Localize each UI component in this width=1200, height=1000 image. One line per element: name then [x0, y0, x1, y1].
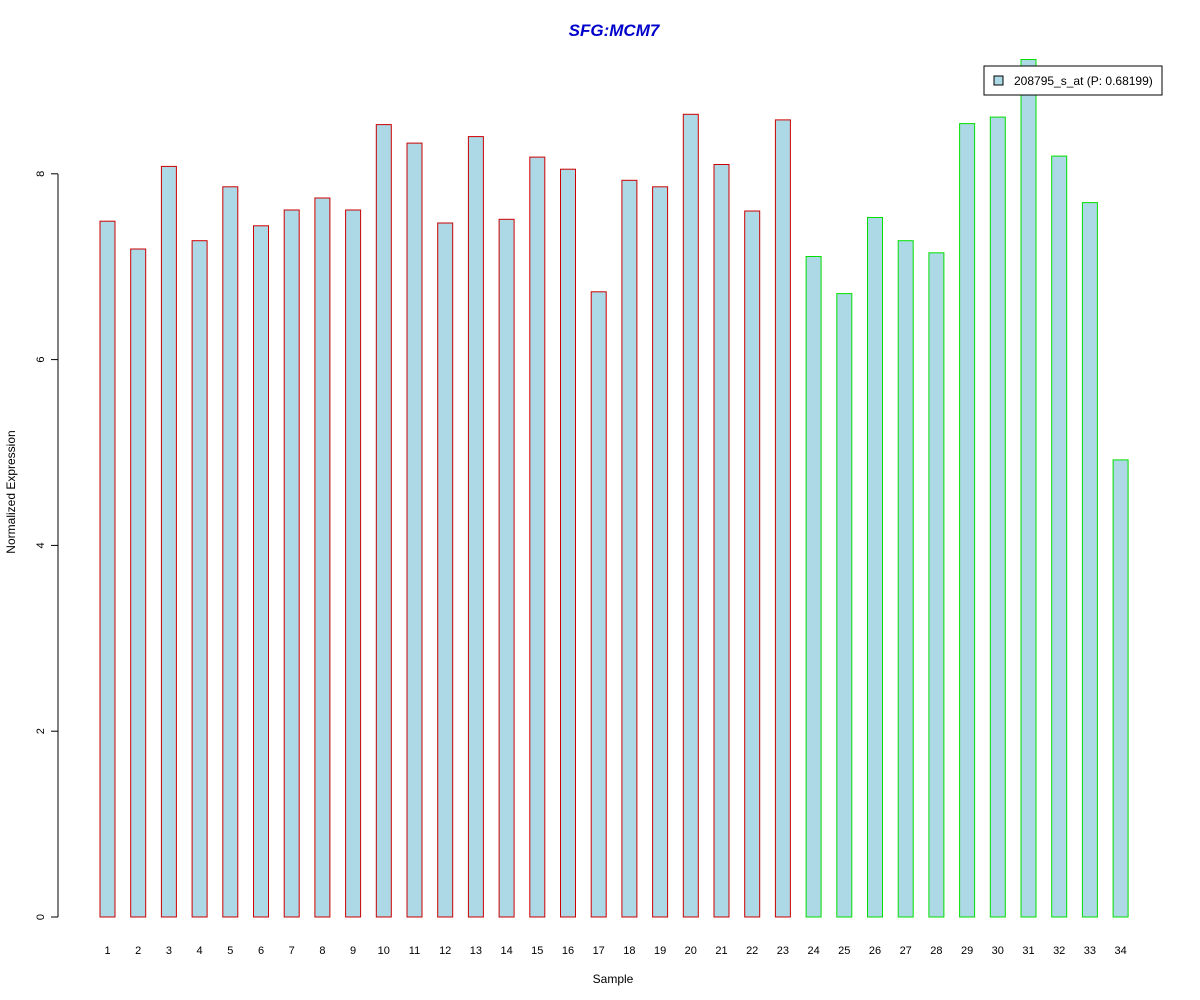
- x-tick-label: 6: [258, 945, 264, 957]
- x-tick-label: 24: [807, 945, 819, 957]
- x-tick-label: 13: [470, 945, 482, 957]
- x-tick-label: 26: [869, 945, 881, 957]
- x-tick-label: 31: [1022, 945, 1034, 957]
- bar-10: [375, 124, 392, 918]
- x-tick-label: 2: [135, 945, 141, 957]
- x-tick-label: 23: [777, 945, 789, 957]
- x-tick-label: 32: [1053, 945, 1065, 957]
- bar-5: [222, 186, 239, 918]
- x-tick-label: 17: [593, 945, 605, 957]
- bars-group: [99, 59, 1129, 918]
- bar-24: [805, 256, 822, 918]
- bar-27: [897, 240, 914, 918]
- x-axis-label: Sample: [593, 972, 634, 986]
- bar-6: [253, 225, 269, 918]
- x-tick-label: 12: [439, 945, 451, 957]
- x-tick-label: 4: [197, 945, 203, 957]
- bar-18: [621, 179, 638, 918]
- x-tick-label: 1: [104, 945, 110, 957]
- x-tick-label: 29: [961, 945, 973, 957]
- x-tick-label: 14: [500, 945, 512, 957]
- bar-15: [529, 156, 546, 918]
- bar-23: [774, 119, 791, 918]
- legend-swatch: [993, 75, 1004, 86]
- bar-17: [590, 291, 607, 918]
- bar-19: [652, 186, 669, 918]
- bar-2: [130, 248, 147, 918]
- bar-31: [1020, 59, 1037, 918]
- bar-21: [713, 164, 730, 918]
- legend-box: [983, 65, 1163, 96]
- x-tick-label: 5: [227, 945, 233, 957]
- x-tick-labels: 1 2 3 4 5 6 7 8 9 10 11 12 13 14 15 16 17 18 19 20 21 22 23 24 2…: [104, 945, 1126, 957]
- bar-22: [744, 210, 761, 918]
- legend: 208795_s_at (P: 0.68199): [983, 65, 1163, 96]
- bar-20: [682, 113, 699, 918]
- bar-3: [160, 165, 177, 918]
- bar-11: [406, 142, 423, 918]
- x-tick-label: 8: [319, 945, 325, 957]
- x-tick-label: 33: [1084, 945, 1096, 957]
- x-tick-label: 20: [685, 945, 697, 957]
- y-tick-label: 2: [35, 728, 47, 734]
- bar-29: [959, 123, 976, 918]
- x-tick-label: 16: [562, 945, 574, 957]
- bar-26: [867, 217, 883, 918]
- y-tick-label: 0: [35, 914, 47, 920]
- bar-9: [345, 209, 362, 918]
- y-tick-label: 8: [35, 171, 47, 177]
- bar-7: [283, 209, 300, 918]
- x-tick-label: 10: [378, 945, 390, 957]
- x-tick-label: 34: [1114, 945, 1126, 957]
- x-tick-label: 19: [654, 945, 666, 957]
- x-tick-label: 27: [900, 945, 912, 957]
- bar-1: [99, 220, 116, 918]
- bar-4: [191, 240, 208, 918]
- bar-25: [836, 293, 853, 918]
- x-tick-label: 25: [838, 945, 850, 957]
- x-tick-label: 3: [166, 945, 172, 957]
- bar-28: [928, 252, 945, 918]
- legend-label: 208795_s_at (P: 0.68199): [1014, 74, 1153, 88]
- x-tick-label: 18: [623, 945, 635, 957]
- bar-14: [498, 218, 515, 918]
- bar-12: [437, 222, 454, 918]
- chart-title: SFG:MCM7: [569, 21, 661, 40]
- bar-8: [314, 197, 331, 918]
- y-tick-label: 4: [35, 542, 47, 548]
- x-tick-label: 7: [289, 945, 295, 957]
- y-axis: 0 2 4 6 8: [35, 171, 59, 920]
- y-tick-label: 6: [35, 357, 47, 363]
- bar-34: [1112, 459, 1129, 918]
- x-tick-label: 30: [992, 945, 1004, 957]
- x-tick-label: 28: [930, 945, 942, 957]
- x-tick-label: 9: [350, 945, 356, 957]
- bar-33: [1081, 202, 1098, 918]
- x-tick-label: 22: [746, 945, 758, 957]
- bar-13: [467, 136, 484, 918]
- bar-32: [1051, 155, 1068, 918]
- y-axis-label: Normalized Expression: [4, 430, 18, 553]
- x-tick-label: 15: [531, 945, 543, 957]
- bar-30: [989, 116, 1006, 918]
- bar-16: [560, 168, 576, 918]
- x-tick-label: 21: [715, 945, 727, 957]
- x-tick-label: 11: [409, 945, 420, 957]
